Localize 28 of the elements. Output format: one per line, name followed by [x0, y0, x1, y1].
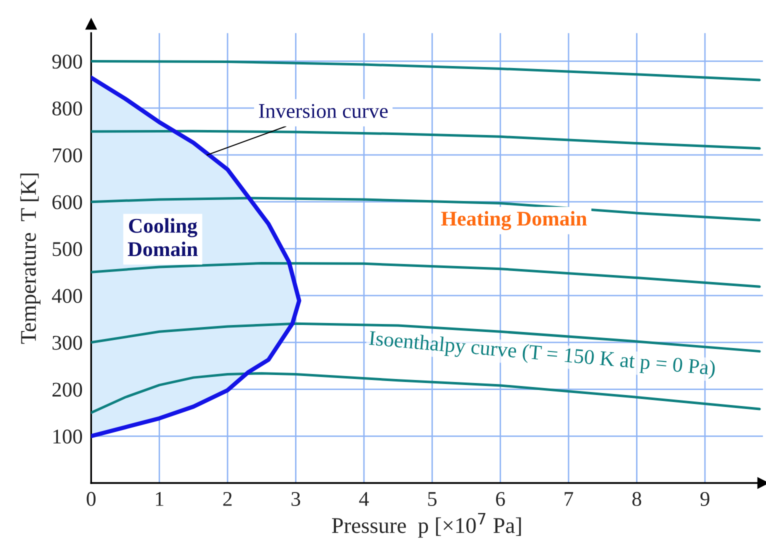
y-tick-label: 500 [52, 242, 82, 256]
y-tick-label: 600 [52, 195, 82, 210]
x-tick-label: 8 [632, 492, 642, 506]
x-tick-label: 5 [428, 492, 437, 506]
line-series [91, 60, 761, 82]
x-tick-label: 7 [564, 492, 574, 506]
x-tick-label: 1 [156, 492, 164, 506]
y-tick-label: 300 [52, 336, 82, 350]
annotation: Isoenthalpy curve (T = 150 K at p = 0 Pa) [368, 330, 716, 380]
y-tick-label: 900 [52, 54, 82, 69]
annotation: Cooling Domain [128, 218, 198, 256]
x-tick-label: 2 [223, 492, 232, 506]
y-tick-label: 400 [52, 288, 82, 303]
y-tick-label: 700 [52, 148, 82, 162]
y-tick-label: 800 [52, 101, 82, 116]
line-series [91, 130, 761, 150]
x-tick-label: 6 [496, 492, 505, 506]
y-axis-title: Temperature T [K] [20, 174, 40, 344]
annotation: Heating Domain [441, 211, 587, 230]
annotation: Inversion curve [259, 104, 388, 118]
y-tick-label: 100 [53, 430, 82, 444]
x-tick-label: 9 [700, 492, 710, 506]
line-series [91, 262, 761, 288]
x-axis-title: Pressure p [×10$^{7}$ Pa] [332, 513, 521, 538]
x-tick-label: 3 [292, 492, 300, 506]
x-tick-label: 4 [359, 492, 369, 506]
y-tick-label: 200 [52, 382, 82, 397]
x-tick-label: 0 [86, 492, 96, 506]
